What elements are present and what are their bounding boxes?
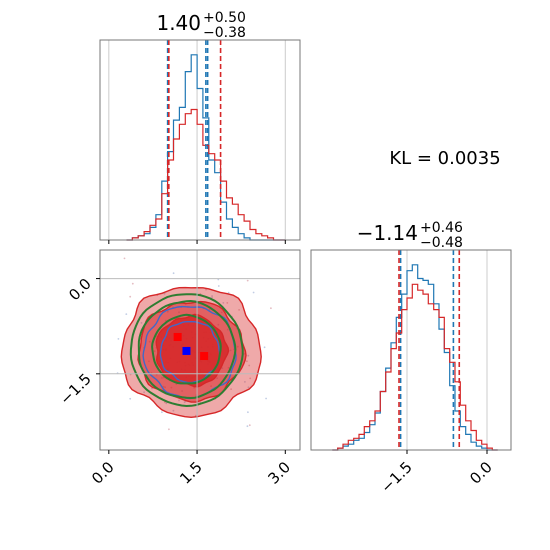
title-bottom-right-lower: −0.48 — [420, 235, 463, 251]
bl-contour-green-2 — [129, 293, 244, 408]
title-top-left-upper: +0.50 — [203, 10, 246, 26]
title-bottom-right-upper: +0.46 — [420, 220, 463, 236]
bl-sample-point — [143, 391, 146, 394]
bl-sample-point — [161, 411, 163, 414]
bl-sample-point — [131, 282, 134, 285]
bl-sample-point — [163, 292, 166, 295]
bl-xtick-label-2: 3.0 — [265, 458, 295, 488]
bl-xtick-label-1: 1.5 — [176, 458, 206, 488]
bl-sample-point — [205, 288, 207, 291]
bl-xtick-label-0: 0.0 — [88, 458, 118, 488]
panel-bottom-right: −1.5 0.0 — [310, 249, 512, 497]
br-xtick-label-0: −1.5 — [377, 458, 415, 496]
bl-sample-point — [183, 401, 186, 404]
bl-sample-point — [247, 354, 250, 357]
bl-ytick-label-1: −1.5 — [56, 370, 94, 408]
bl-sample-point — [247, 386, 250, 389]
bl-sample-point — [172, 272, 175, 275]
bl-sample-point — [178, 399, 180, 402]
bl-sample-point — [117, 338, 120, 340]
kl-annotation: KL = 0.0035 — [389, 148, 500, 169]
bl-sample-point — [244, 381, 246, 383]
bl-sample-point — [265, 397, 267, 400]
bl-marker-1 — [182, 346, 191, 355]
panel-top-left — [99, 39, 301, 244]
bl-sample-point — [165, 402, 168, 405]
bl-frame — [99, 249, 301, 451]
bl-sample-point — [211, 295, 214, 297]
bl-sample-point — [249, 377, 252, 380]
bl-contour-red-0 — [155, 313, 230, 388]
bl-sample-point — [140, 322, 143, 324]
bl-ytick-label-0: 0.0 — [65, 275, 95, 305]
title-top-left-main: 1.40 — [156, 11, 201, 35]
bl-sample-point — [172, 409, 175, 412]
bl-sample-point — [263, 346, 266, 349]
br-hist-red — [332, 283, 498, 451]
bl-sample-point — [270, 307, 272, 310]
bl-sample-point — [168, 428, 170, 431]
bl-sample-point — [129, 295, 132, 298]
bl-sample-point — [226, 302, 229, 304]
tl-hist-red — [126, 108, 286, 241]
bl-sample-point — [246, 425, 249, 428]
title-top-left: 1.40 +0.50 −0.38 — [156, 10, 245, 41]
bl-sample-point — [123, 257, 126, 260]
bl-sample-point — [247, 411, 249, 414]
title-bottom-right: −1.14 +0.46 −0.48 — [357, 220, 463, 251]
bl-sample-point — [230, 388, 233, 390]
title-top-left-lower: −0.38 — [203, 25, 246, 41]
br-frame — [310, 249, 512, 451]
bl-sample-point — [246, 279, 249, 282]
panel-bottom-left: 0.0 1.5 3.0 0.0 −1.5 — [56, 249, 301, 488]
br-hist-blue — [332, 264, 498, 451]
bl-sample-point — [222, 302, 225, 304]
bl-sample-point — [129, 397, 132, 400]
bl-sample-point — [211, 296, 213, 299]
bl-sample-point — [252, 291, 255, 294]
tl-frame — [99, 39, 301, 241]
bl-sample-point — [217, 285, 220, 287]
bl-sample-point — [246, 360, 248, 363]
bl-contour-green-0 — [151, 313, 222, 385]
bl-sample-point — [238, 309, 241, 311]
bl-sample-point — [248, 424, 251, 427]
bl-marker-0 — [173, 332, 182, 341]
bl-sample-point — [125, 313, 128, 315]
bl-contour-green-1 — [137, 299, 237, 400]
bl-sample-point — [248, 364, 251, 367]
bl-marker-2 — [200, 352, 209, 361]
bl-sample-point — [227, 291, 230, 294]
title-bottom-right-main: −1.14 — [357, 221, 418, 245]
br-xtick-label-1: 0.0 — [466, 458, 496, 488]
